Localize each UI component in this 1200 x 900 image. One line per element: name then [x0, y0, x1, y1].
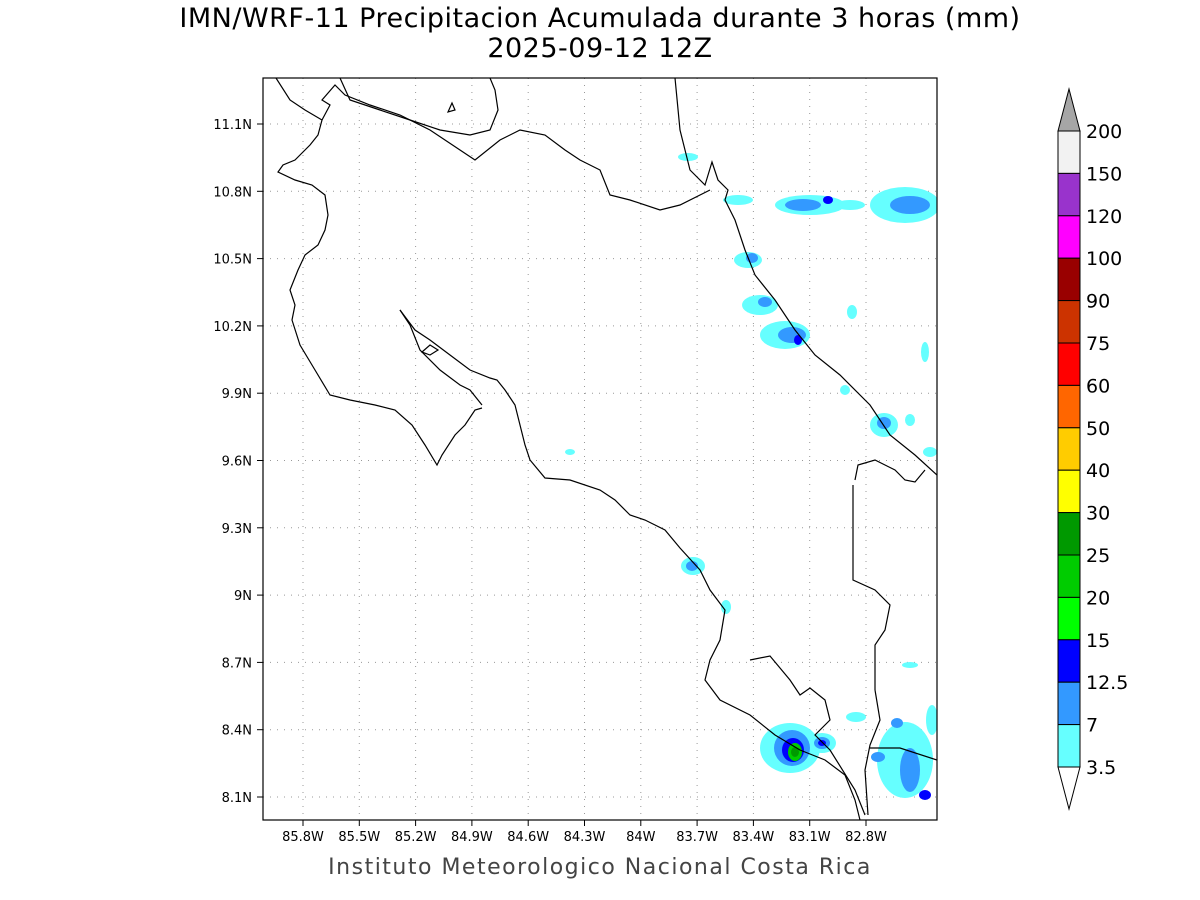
colorbar-label: 90: [1086, 291, 1110, 313]
lon-label: 83.1W: [789, 830, 831, 845]
colorbar-segment: [1057, 596, 1081, 641]
colorbar-segment: [1057, 257, 1081, 302]
lon-label: 84.9W: [451, 830, 493, 845]
colorbar-over-triangle: [1057, 87, 1081, 132]
credit-text: Instituto Meteorologico Nacional Costa R…: [328, 855, 872, 880]
colorbar-label: 20: [1086, 587, 1110, 609]
map-title: IMN/WRF-11 Precipitacion Acumulada duran…: [179, 3, 1021, 34]
coastlines: [275, 78, 937, 820]
colorbar-segment: [1057, 724, 1081, 768]
colorbar-label: 15: [1086, 630, 1110, 652]
colorbar-segment: [1057, 681, 1081, 726]
colorbar-label: 25: [1086, 545, 1110, 567]
lat-label: 8.1N: [222, 791, 252, 806]
colorbar-segment: [1057, 300, 1081, 344]
colorbar-label: 100: [1086, 248, 1122, 270]
colorbar-segment: [1057, 384, 1081, 429]
colorbar-segment: [1057, 215, 1081, 259]
precipitation-field: [565, 153, 937, 800]
colorbar-label: 7: [1086, 715, 1098, 737]
colorbar-label: 12.5: [1086, 672, 1128, 694]
map-frame: [262, 77, 938, 821]
colorbar-label: 120: [1086, 206, 1122, 228]
colorbar-segment: [1057, 469, 1081, 514]
colorbar-segment: [1057, 427, 1081, 471]
lat-label: 9.6N: [222, 455, 252, 470]
map-subtitle: 2025-09-12 12Z: [487, 33, 713, 64]
lat-label: 8.4N: [222, 724, 252, 739]
lat-label: 10.2N: [213, 320, 252, 335]
colorbar: 200 150 120 100 90 75 60 50 40 30 25 20 15 12.5 7 3.5: [1057, 87, 1128, 811]
lon-label: 83.7W: [676, 830, 718, 845]
lon-label: 84.6W: [507, 830, 549, 845]
colorbar-segment: [1057, 554, 1081, 598]
graticule: [263, 78, 937, 820]
lon-label: 85.2W: [395, 830, 437, 845]
axis-ticks: 11.1N 10.8N 10.5N 10.2N 9.9N 9.6N 9.3N 9N 8.7N 8.…: [213, 118, 887, 845]
lon-label: 84.3W: [564, 830, 606, 845]
colorbar-segment: [1057, 639, 1081, 683]
lat-label: 9.3N: [222, 522, 252, 537]
colorbar-label: 30: [1086, 503, 1110, 525]
lon-label: 85.8W: [282, 830, 324, 845]
lat-label: 9N: [234, 589, 252, 604]
colorbar-segment: [1057, 512, 1081, 556]
lat-label: 8.7N: [222, 656, 252, 671]
colorbar-under-triangle: [1057, 766, 1081, 811]
colorbar-segment: [1057, 172, 1081, 217]
lon-label: 82.8W: [845, 830, 887, 845]
colorbar-label: 150: [1086, 163, 1122, 185]
colorbar-label: 3.5: [1086, 757, 1116, 779]
lat-label: 11.1N: [213, 118, 252, 133]
colorbar-segment: [1057, 342, 1081, 386]
lat-label: 10.5N: [213, 253, 252, 268]
colorbar-segment: [1057, 130, 1081, 174]
lon-label: 83.4W: [732, 830, 774, 845]
lon-label: 84W: [626, 830, 656, 845]
colorbar-label: 50: [1086, 418, 1110, 440]
lon-label: 85.5W: [338, 830, 380, 845]
lat-label: 9.9N: [222, 387, 252, 402]
colorbar-label: 40: [1086, 460, 1110, 482]
colorbar-label: 75: [1086, 333, 1110, 355]
lat-label: 10.8N: [213, 185, 252, 200]
colorbar-label: 60: [1086, 375, 1110, 397]
colorbar-label: 200: [1086, 121, 1122, 143]
